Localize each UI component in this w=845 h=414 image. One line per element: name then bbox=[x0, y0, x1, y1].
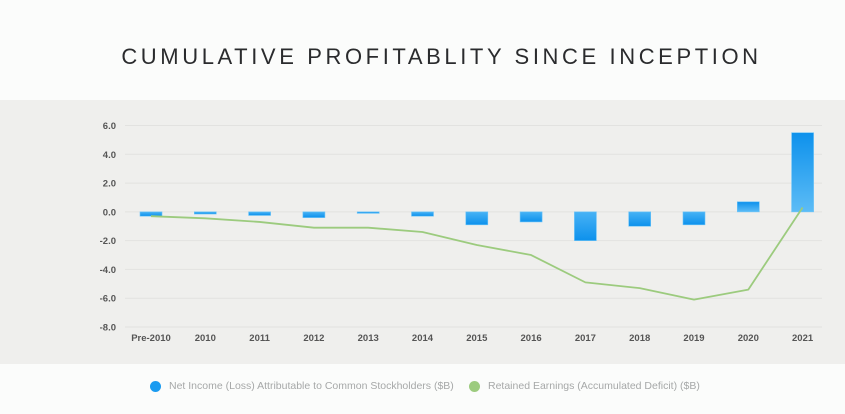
x-tick-label: 2014 bbox=[412, 333, 434, 344]
x-axis-ticks: Pre-2010 2010 2011 2012 2013 2014 2015 2016 2017… bbox=[131, 333, 814, 344]
y-axis-ticks: 6.0 4.0 2.0 0.0 -2.0 -4.0 -6.0 -8.0 bbox=[100, 121, 116, 334]
retained-earnings-line bbox=[150, 207, 804, 301]
chart-title: CUMULATIVE PROFITABLITY SINCE INCEPTION bbox=[121, 44, 762, 69]
bar bbox=[628, 211, 652, 227]
bar bbox=[411, 211, 434, 217]
bar bbox=[356, 211, 380, 214]
x-tick-label: 2011 bbox=[249, 333, 270, 344]
x-tick-label: 2019 bbox=[683, 333, 704, 344]
x-tick-label: 2012 bbox=[303, 333, 324, 344]
bar bbox=[736, 201, 760, 213]
legend-item-retained-earnings[interactable]: Retained Earnings (Accumulated Deficit) … bbox=[469, 380, 700, 392]
legend-swatch-green-icon bbox=[469, 380, 480, 392]
y-tick-label: 0.0 bbox=[103, 207, 116, 218]
y-tick-label: -2.0 bbox=[100, 236, 116, 247]
y-tick-label: 6.0 bbox=[103, 121, 116, 132]
y-tick-label: 2.0 bbox=[103, 179, 116, 190]
legend-item-net-income[interactable]: Net Income (Loss) Attributable to Common… bbox=[150, 380, 454, 392]
bar bbox=[519, 211, 543, 223]
bar bbox=[682, 211, 706, 226]
x-tick-label: 2021 bbox=[792, 333, 814, 344]
legend-label: Retained Earnings (Accumulated Deficit) … bbox=[488, 380, 700, 392]
x-tick-label: 2018 bbox=[629, 333, 650, 344]
bar bbox=[791, 132, 814, 213]
x-tick-label: 2010 bbox=[195, 333, 216, 344]
y-tick-label: -6.0 bbox=[100, 294, 116, 305]
y-tick-label: -4.0 bbox=[100, 265, 116, 276]
bar bbox=[302, 211, 326, 218]
x-tick-label: 2016 bbox=[521, 333, 542, 344]
x-tick-label: Pre-2010 bbox=[131, 333, 171, 344]
x-tick-label: 2020 bbox=[738, 333, 759, 344]
x-tick-label: 2015 bbox=[466, 333, 488, 344]
x-tick-label: 2017 bbox=[575, 333, 596, 344]
bar bbox=[194, 211, 217, 215]
y-tick-label: -8.0 bbox=[100, 323, 116, 334]
bar bbox=[248, 211, 271, 216]
bar-series bbox=[139, 132, 814, 241]
y-tick-label: 4.0 bbox=[103, 150, 116, 161]
gridlines bbox=[125, 125, 822, 328]
bar bbox=[574, 211, 597, 241]
bar bbox=[465, 211, 489, 226]
bar bbox=[139, 211, 163, 217]
x-tick-label: 2013 bbox=[358, 333, 379, 344]
line-series bbox=[150, 207, 804, 301]
legend: Net Income (Loss) Attributable to Common… bbox=[0, 380, 845, 396]
legend-swatch-blue-icon bbox=[150, 380, 161, 392]
legend-label: Net Income (Loss) Attributable to Common… bbox=[169, 380, 454, 392]
